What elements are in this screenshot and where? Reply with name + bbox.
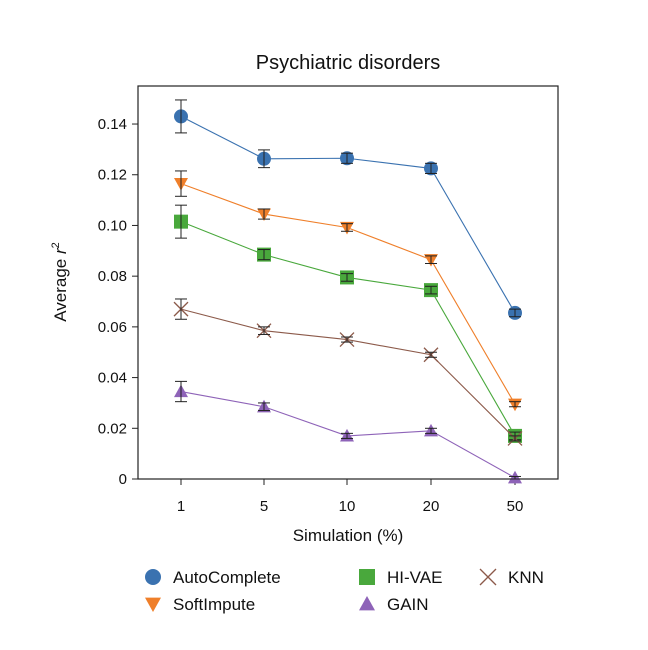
legend-marker-hi-vae: [359, 569, 375, 585]
legend-item-autocomplete: AutoComplete: [145, 568, 281, 587]
series-softimpute: [174, 170, 522, 412]
y-axis-title-main: Average: [51, 254, 70, 322]
series-line-softimpute: [180, 183, 516, 405]
legend: AutoComplete SoftImpute HI-VAE GAIN KNN: [145, 568, 544, 614]
y-axis-title: Average r2: [50, 242, 70, 322]
legend-marker-softimpute: [145, 597, 161, 612]
series-autocomplete: [174, 99, 522, 320]
y-tick-label: 0.08: [98, 268, 127, 285]
x-tick-label: 20: [423, 498, 440, 515]
x-axis: 1 5 10 20 50: [177, 479, 524, 515]
plot-area: [173, 99, 523, 484]
series-line-knn: [180, 308, 516, 439]
y-axis: 0 0.02 0.04 0.06 0.08 0.10 0.12 0.14: [98, 116, 138, 488]
y-axis-title-variable: r: [51, 247, 70, 254]
legend-item-knn: KNN: [479, 568, 544, 587]
y-tick-label: 0.12: [98, 167, 127, 184]
x-tick-label: 5: [260, 498, 268, 515]
legend-label-softimpute: SoftImpute: [173, 595, 255, 614]
legend-item-gain: GAIN: [359, 595, 429, 614]
legend-item-softimpute: SoftImpute: [145, 595, 255, 614]
series-line-hi-vae: [180, 221, 516, 437]
y-axis-title-superscript: 2: [50, 242, 62, 248]
y-tick-label: 0.06: [98, 319, 127, 336]
plot-frame: [137, 85, 559, 480]
x-tick-label: 10: [339, 498, 356, 515]
y-tick-label: 0.02: [98, 420, 127, 437]
y-tick-label: 0: [119, 471, 127, 488]
y-tick-label: 0.14: [98, 116, 127, 133]
marker-stroke: [479, 568, 497, 586]
y-tick-label: 0.04: [98, 370, 127, 387]
x-tick-label: 1: [177, 498, 185, 515]
legend-item-hi-vae: HI-VAE: [359, 568, 442, 587]
series-gain: [174, 380, 522, 484]
chart-title: Psychiatric disorders: [256, 52, 441, 74]
legend-marker-autocomplete: [145, 569, 161, 585]
x-tick-label: 50: [507, 498, 524, 515]
x-axis-title: Simulation (%): [293, 526, 404, 545]
legend-label-hi-vae: HI-VAE: [387, 568, 442, 587]
legend-label-knn: KNN: [508, 568, 544, 587]
legend-label-autocomplete: AutoComplete: [173, 568, 281, 587]
legend-marker-gain: [359, 596, 375, 611]
legend-marker-knn: [479, 568, 497, 586]
series-hi-vae: [174, 204, 522, 443]
series-knn: [173, 298, 523, 446]
legend-label-gain: GAIN: [387, 595, 429, 614]
y-tick-label: 0.10: [98, 217, 127, 234]
